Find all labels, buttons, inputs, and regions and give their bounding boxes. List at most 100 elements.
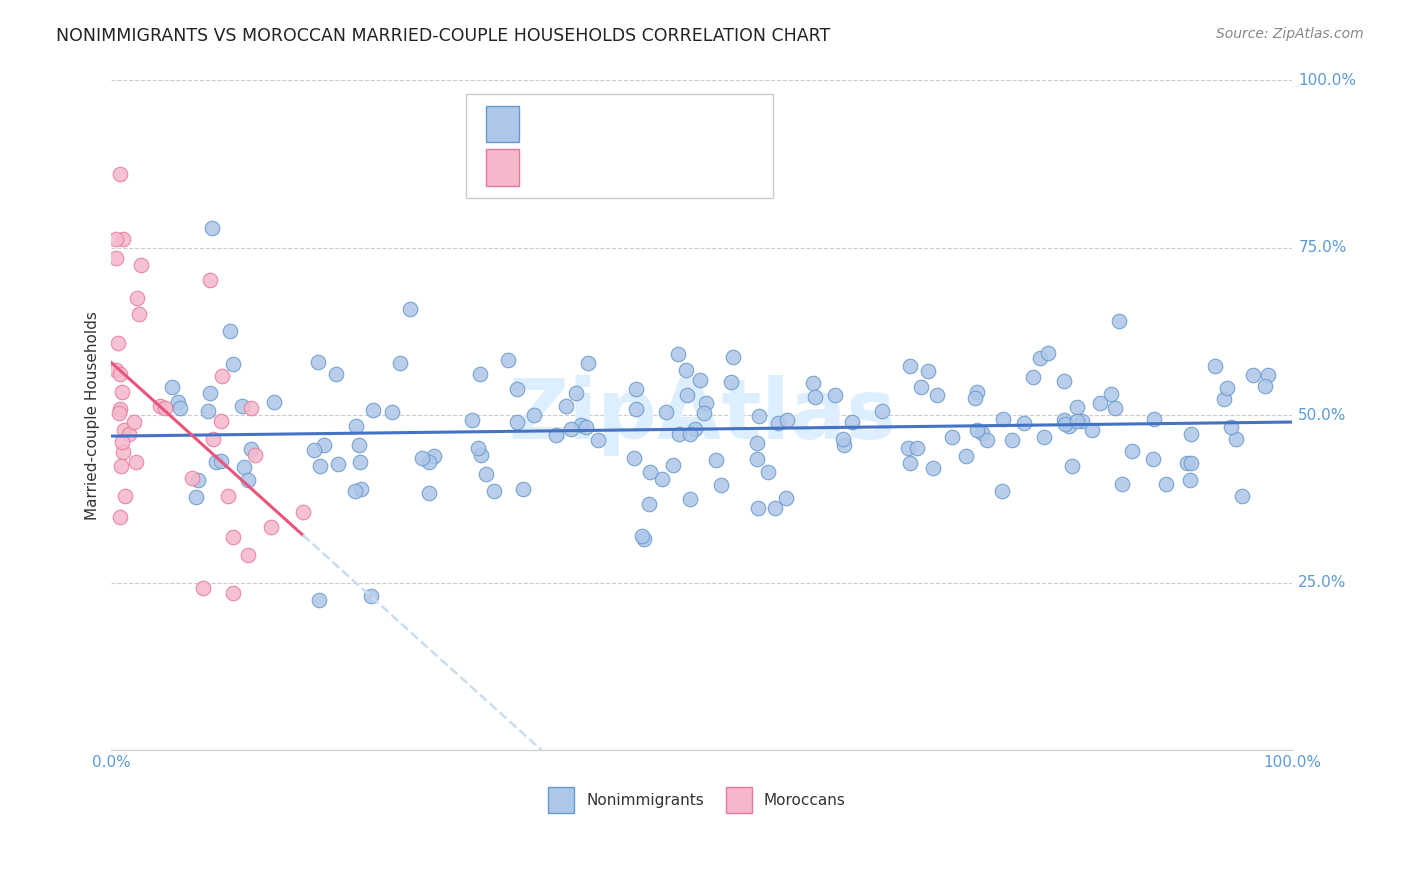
Point <box>112 423 135 437</box>
Point <box>1154 476 1177 491</box>
Point <box>344 484 367 499</box>
Point <box>720 376 742 390</box>
Point <box>467 442 489 456</box>
Point <box>361 403 384 417</box>
Point <box>105 363 128 377</box>
Point <box>1213 392 1236 407</box>
Point <box>125 455 148 469</box>
Point <box>350 482 373 496</box>
Point <box>187 473 209 487</box>
Text: 50.0%: 50.0% <box>1298 408 1347 423</box>
Point <box>506 382 529 396</box>
Point <box>470 448 492 462</box>
Point <box>1032 430 1054 444</box>
Point <box>108 367 131 381</box>
Point <box>638 498 661 512</box>
Point <box>655 405 678 419</box>
Point <box>689 373 711 387</box>
Text: N =: N = <box>648 115 689 133</box>
Point <box>1180 473 1202 487</box>
Point <box>291 505 314 519</box>
Point <box>127 291 149 305</box>
FancyBboxPatch shape <box>548 788 575 813</box>
Point <box>965 391 987 405</box>
Point <box>747 501 769 516</box>
Point <box>122 415 145 429</box>
Point <box>1012 416 1035 430</box>
Point <box>233 459 256 474</box>
Point <box>200 386 222 401</box>
Point <box>1071 414 1094 428</box>
Point <box>745 452 768 467</box>
Point <box>1053 374 1076 388</box>
Point <box>748 409 770 423</box>
Point <box>679 427 702 442</box>
Point <box>966 423 988 437</box>
Text: 0.135: 0.135 <box>578 115 634 133</box>
Point <box>344 418 367 433</box>
Point <box>1216 381 1239 395</box>
Point <box>576 356 599 370</box>
Text: Moroccans: Moroccans <box>763 793 845 808</box>
Point <box>325 368 347 382</box>
Text: 38: 38 <box>690 159 716 177</box>
FancyBboxPatch shape <box>465 94 773 198</box>
Point <box>523 408 546 422</box>
Point <box>111 434 134 449</box>
Point <box>312 438 335 452</box>
Point <box>219 324 242 338</box>
Point <box>111 384 134 399</box>
Point <box>1066 401 1088 415</box>
Point <box>307 355 329 369</box>
Point <box>1253 379 1275 393</box>
Point <box>675 362 697 376</box>
Point <box>1142 451 1164 466</box>
Point <box>569 418 592 433</box>
Point <box>160 380 183 394</box>
Point <box>302 443 325 458</box>
Point <box>389 356 412 370</box>
Point <box>560 422 582 436</box>
Point <box>824 388 846 402</box>
Point <box>418 454 440 468</box>
Point <box>721 351 744 365</box>
Point <box>129 258 152 272</box>
Text: R =: R = <box>530 115 569 133</box>
Point <box>111 232 134 246</box>
Text: 151: 151 <box>690 115 727 133</box>
Point <box>1257 368 1279 382</box>
Point <box>118 426 141 441</box>
Point <box>236 473 259 487</box>
Point <box>832 437 855 451</box>
Point <box>921 461 943 475</box>
Point <box>624 382 647 396</box>
Point <box>925 388 948 402</box>
Point <box>1022 370 1045 384</box>
Point <box>349 437 371 451</box>
Point <box>108 167 131 181</box>
Point <box>470 367 492 381</box>
Point <box>575 419 598 434</box>
Point <box>666 347 689 361</box>
Point <box>1036 346 1059 360</box>
Point <box>149 399 172 413</box>
Point <box>240 442 263 456</box>
Point <box>1143 411 1166 425</box>
Point <box>775 491 797 505</box>
Point <box>1099 387 1122 401</box>
Point <box>243 449 266 463</box>
Point <box>1057 418 1080 433</box>
Text: R =: R = <box>530 159 569 177</box>
Point <box>381 405 404 419</box>
Point <box>1232 489 1254 503</box>
Point <box>349 455 371 469</box>
Text: NONIMMIGRANTS VS MOROCCAN MARRIED-COUPLE HOUSEHOLDS CORRELATION CHART: NONIMMIGRANTS VS MOROCCAN MARRIED-COUPLE… <box>56 27 831 45</box>
Point <box>704 453 727 467</box>
Point <box>169 401 191 416</box>
Point <box>209 413 232 427</box>
Point <box>1066 414 1088 428</box>
Point <box>1088 396 1111 410</box>
Point <box>506 415 529 429</box>
Point <box>586 434 609 448</box>
Text: Nonimmigrants: Nonimmigrants <box>586 793 704 808</box>
